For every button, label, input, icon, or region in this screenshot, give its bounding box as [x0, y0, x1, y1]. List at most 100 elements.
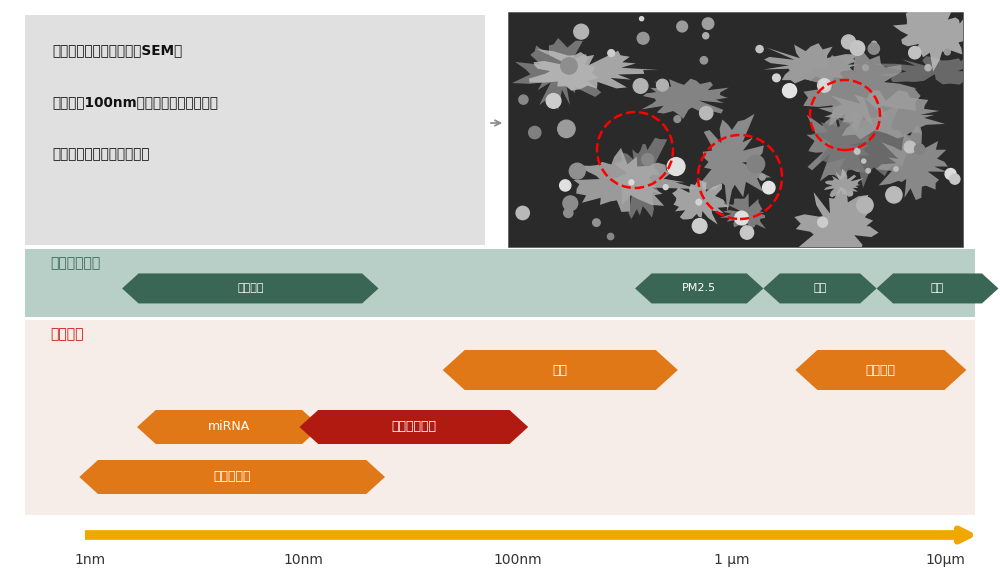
- Polygon shape: [873, 56, 963, 85]
- Circle shape: [519, 95, 528, 104]
- Polygon shape: [877, 274, 998, 304]
- Circle shape: [857, 197, 873, 213]
- Polygon shape: [137, 410, 321, 444]
- FancyBboxPatch shape: [25, 320, 975, 515]
- Circle shape: [909, 47, 921, 59]
- Text: エクソソーム捕捉の断面SEM像: エクソソーム捕捉の断面SEM像: [52, 43, 182, 57]
- Circle shape: [747, 155, 765, 173]
- Circle shape: [915, 144, 925, 154]
- Circle shape: [529, 126, 541, 139]
- Circle shape: [561, 58, 577, 74]
- Circle shape: [818, 79, 831, 92]
- Text: 細菌: 細菌: [553, 363, 568, 377]
- Circle shape: [546, 94, 561, 108]
- Text: miRNA: miRNA: [208, 420, 250, 434]
- Circle shape: [763, 182, 775, 194]
- Polygon shape: [299, 410, 528, 444]
- Polygon shape: [573, 148, 698, 212]
- Polygon shape: [641, 79, 729, 119]
- Polygon shape: [811, 105, 913, 188]
- Circle shape: [702, 18, 714, 29]
- Polygon shape: [512, 38, 601, 110]
- Circle shape: [848, 191, 853, 196]
- Polygon shape: [763, 43, 859, 83]
- Circle shape: [558, 120, 575, 137]
- Circle shape: [850, 41, 865, 55]
- Circle shape: [866, 168, 870, 173]
- Circle shape: [700, 56, 708, 64]
- Circle shape: [607, 233, 614, 240]
- Circle shape: [608, 49, 615, 56]
- Circle shape: [667, 158, 685, 175]
- Circle shape: [894, 167, 898, 171]
- Text: 1nm: 1nm: [74, 553, 106, 567]
- Circle shape: [593, 219, 600, 227]
- Circle shape: [692, 218, 707, 233]
- Polygon shape: [893, 12, 963, 72]
- Text: 大きさの目安: 大きさの目安: [50, 256, 100, 270]
- Circle shape: [740, 226, 754, 239]
- Circle shape: [677, 21, 688, 32]
- Circle shape: [783, 83, 797, 98]
- Text: がん細胞: がん細胞: [866, 363, 896, 377]
- Circle shape: [569, 163, 585, 179]
- Polygon shape: [794, 187, 879, 247]
- Circle shape: [944, 49, 950, 55]
- FancyBboxPatch shape: [508, 12, 963, 247]
- Text: 10nm: 10nm: [284, 553, 324, 567]
- Circle shape: [633, 79, 648, 93]
- Polygon shape: [876, 125, 948, 200]
- Text: 血中成分: 血中成分: [50, 327, 84, 341]
- Polygon shape: [824, 168, 864, 197]
- Text: 黄砂: 黄砂: [813, 283, 827, 293]
- Circle shape: [950, 174, 960, 184]
- Polygon shape: [720, 193, 766, 229]
- Polygon shape: [79, 460, 385, 494]
- Circle shape: [818, 217, 828, 227]
- Circle shape: [842, 35, 856, 49]
- Text: PM2.5: PM2.5: [682, 283, 716, 293]
- Circle shape: [696, 200, 702, 205]
- Text: ウイルス: ウイルス: [237, 283, 264, 293]
- Text: エクソソーム: エクソソーム: [391, 420, 436, 434]
- Circle shape: [657, 79, 668, 91]
- Circle shape: [629, 180, 634, 185]
- Circle shape: [642, 154, 654, 166]
- Polygon shape: [702, 114, 771, 212]
- Text: 10μm: 10μm: [925, 553, 965, 567]
- Circle shape: [663, 185, 668, 190]
- Circle shape: [703, 33, 709, 39]
- Circle shape: [756, 45, 763, 53]
- Circle shape: [700, 106, 713, 120]
- FancyBboxPatch shape: [25, 15, 485, 245]
- Circle shape: [868, 43, 879, 54]
- Polygon shape: [443, 350, 678, 390]
- Circle shape: [735, 211, 748, 225]
- Text: 100nm: 100nm: [493, 553, 542, 567]
- Polygon shape: [795, 350, 966, 390]
- Text: 花粉: 花粉: [931, 283, 944, 293]
- Circle shape: [886, 187, 902, 203]
- Circle shape: [819, 79, 830, 89]
- Circle shape: [862, 159, 866, 163]
- Text: 捕捉されていることを確認: 捕捉されていることを確認: [52, 147, 150, 161]
- Polygon shape: [801, 43, 921, 132]
- Text: 1 μm: 1 μm: [714, 553, 749, 567]
- Circle shape: [674, 116, 681, 122]
- Polygon shape: [818, 90, 945, 139]
- Circle shape: [872, 41, 877, 46]
- Circle shape: [773, 74, 780, 82]
- Polygon shape: [806, 109, 877, 181]
- Circle shape: [925, 64, 931, 71]
- Polygon shape: [672, 179, 729, 225]
- Circle shape: [759, 174, 765, 180]
- Polygon shape: [529, 49, 659, 91]
- Polygon shape: [635, 274, 763, 304]
- Circle shape: [904, 141, 916, 153]
- Circle shape: [564, 208, 573, 217]
- Text: 赤枠：約100nmのエクソソーム粒子が: 赤枠：約100nmのエクソソーム粒子が: [52, 95, 218, 109]
- Polygon shape: [122, 274, 379, 304]
- Circle shape: [563, 196, 578, 210]
- Circle shape: [945, 168, 956, 179]
- Circle shape: [637, 32, 649, 44]
